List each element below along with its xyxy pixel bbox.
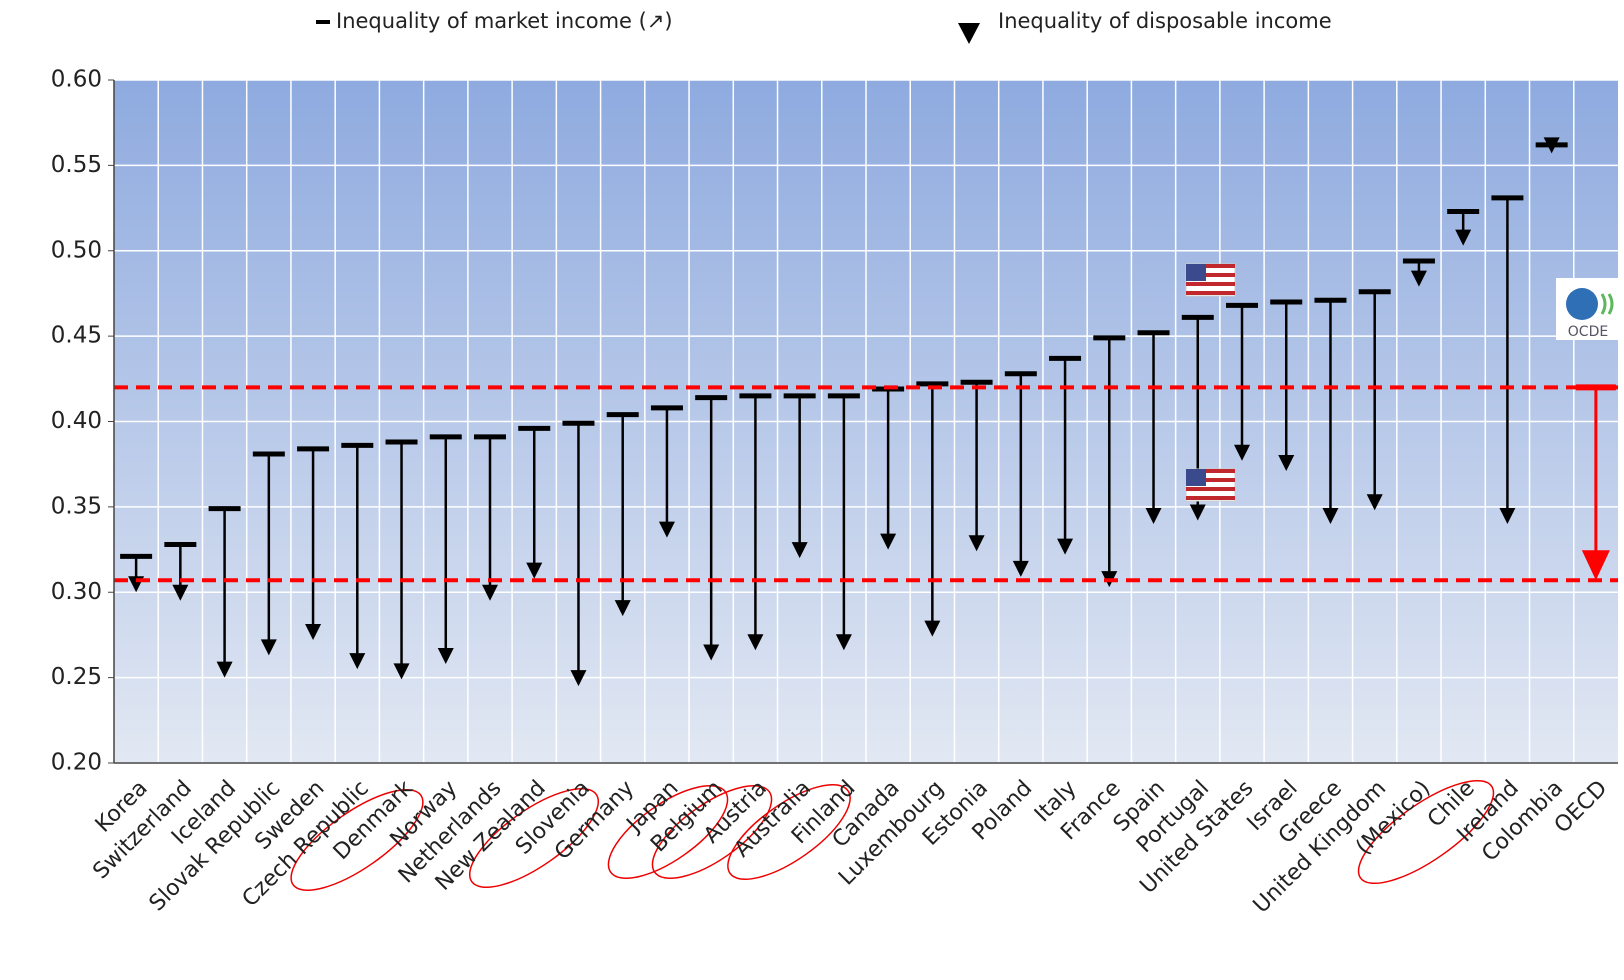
arrow-head: [526, 562, 543, 579]
arrow-head: [703, 644, 720, 661]
arrow-head: [570, 670, 587, 687]
legend-label: Inequality of market income (↗): [336, 9, 673, 33]
arrow-head: [393, 663, 410, 680]
logo: OCDE: [1556, 278, 1620, 340]
arrow-head: [216, 661, 233, 678]
arrow-head: [437, 647, 454, 664]
arrow-head: [349, 653, 366, 670]
arrow-head: [482, 584, 498, 601]
highlight-ellipse: [651, 785, 773, 879]
arrow-head: [1499, 507, 1516, 524]
highlight-ellipse: [1357, 779, 1495, 885]
arrow-head: [1581, 550, 1610, 581]
annotations: [290, 779, 1495, 892]
y-tick-label: 0.30: [51, 579, 102, 605]
arrow-head: [1366, 494, 1383, 511]
arrow-head: [1234, 444, 1250, 461]
arrow-head: [835, 634, 852, 651]
y-tick-label: 0.20: [51, 750, 102, 776]
legend-label: Inequality of disposable income: [998, 9, 1332, 33]
legend-triangle: [958, 23, 980, 44]
arrow-head: [614, 600, 631, 617]
arrow-head: [968, 535, 985, 552]
arrow-head: [791, 542, 808, 559]
arrow-head: [1278, 455, 1295, 472]
highlight-ellipse: [468, 787, 600, 889]
arrow-head: [658, 521, 675, 538]
arrow-head: [880, 533, 897, 550]
y-tick-label: 0.60: [51, 67, 102, 93]
arrow-head: [305, 624, 322, 641]
arrow-head: [1410, 270, 1427, 287]
flag: [1185, 468, 1236, 502]
arrow-head: [1057, 538, 1074, 555]
arrow-head: [747, 634, 764, 651]
arrow-head: [924, 620, 941, 637]
y-tick-label: 0.50: [51, 237, 102, 263]
y-tick-label: 0.45: [51, 323, 102, 349]
arrow-head: [1322, 507, 1339, 524]
highlight-ellipse: [727, 784, 851, 880]
marks: [114, 137, 1618, 687]
arrow-head: [172, 584, 189, 601]
y-tick-label: 0.55: [51, 152, 102, 178]
flag: [1185, 263, 1236, 297]
y-tick-label: 0.40: [51, 408, 102, 434]
y-tick-label: 0.25: [51, 664, 102, 690]
y-tick-label: 0.35: [51, 493, 102, 519]
arrow-head: [1012, 560, 1029, 577]
arrow-head: [1145, 507, 1162, 524]
logo-text: OCDE: [1568, 324, 1608, 340]
grid: [108, 79, 1618, 764]
arrow-head: [1455, 229, 1472, 246]
arrow-head: [260, 639, 277, 656]
highlight-ellipse: [290, 788, 424, 892]
arrow-head: [1189, 504, 1206, 521]
